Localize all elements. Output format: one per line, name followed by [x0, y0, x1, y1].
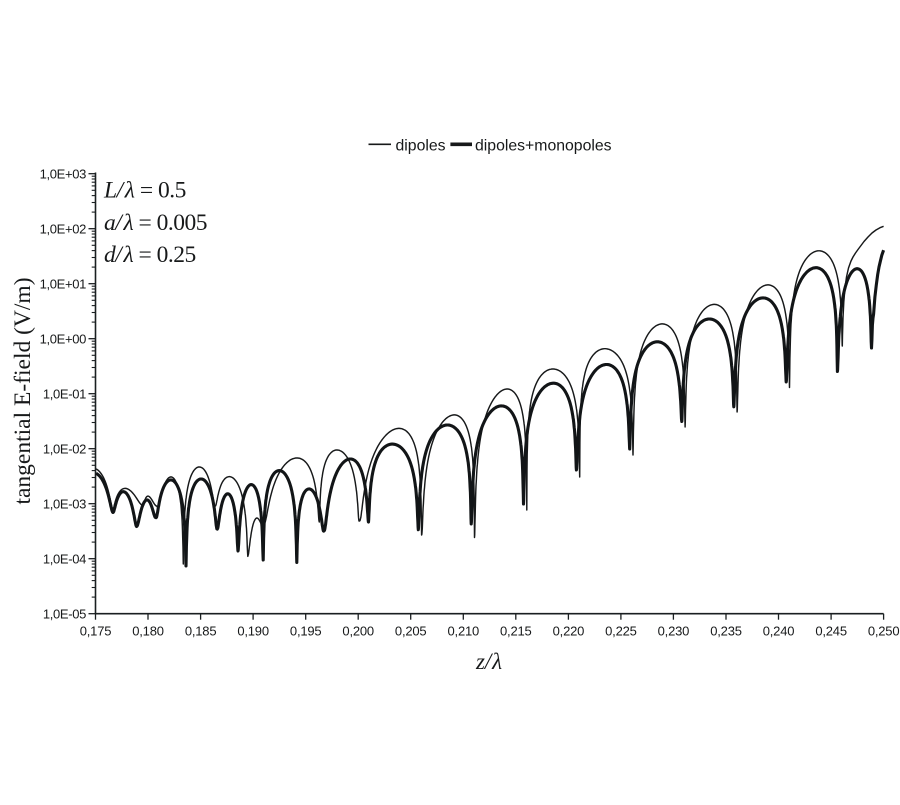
svg-text:0,220: 0,220	[553, 624, 585, 639]
svg-text:1,0E+01: 1,0E+01	[40, 276, 86, 291]
svg-text:0,210: 0,210	[448, 624, 480, 639]
svg-text:1,0E-03: 1,0E-03	[43, 496, 86, 511]
svg-text:0,190: 0,190	[237, 624, 269, 639]
svg-text:L/λ = 0.5: L/λ = 0.5	[103, 178, 186, 204]
svg-text:dipoles+monopoles: dipoles+monopoles	[475, 138, 612, 155]
svg-text:tangential E-field (V/m): tangential E-field (V/m)	[10, 277, 36, 504]
svg-text:0,215: 0,215	[500, 624, 532, 639]
svg-text:1,0E+00: 1,0E+00	[40, 331, 86, 346]
svg-text:dipoles: dipoles	[396, 138, 446, 155]
svg-text:0,225: 0,225	[605, 624, 637, 639]
svg-text:1,0E-01: 1,0E-01	[43, 386, 86, 401]
svg-text:0,250: 0,250	[868, 624, 900, 639]
svg-text:0,185: 0,185	[185, 624, 217, 639]
svg-text:0,205: 0,205	[395, 624, 427, 639]
svg-text:0,230: 0,230	[658, 624, 690, 639]
svg-text:0,180: 0,180	[132, 624, 164, 639]
svg-text:0,200: 0,200	[342, 624, 374, 639]
svg-text:1,0E+02: 1,0E+02	[40, 221, 86, 236]
svg-text:1,0E-04: 1,0E-04	[43, 551, 86, 566]
svg-text:0,235: 0,235	[710, 624, 742, 639]
svg-text:d/λ = 0.25: d/λ = 0.25	[104, 242, 196, 268]
svg-text:a/λ = 0.005: a/λ = 0.005	[104, 210, 207, 236]
svg-text:1,0E+03: 1,0E+03	[40, 166, 86, 181]
svg-text:0,195: 0,195	[290, 624, 322, 639]
svg-text:1,0E-05: 1,0E-05	[43, 606, 86, 621]
svg-text:z/λ: z/λ	[475, 649, 502, 674]
svg-text:1,0E-02: 1,0E-02	[43, 441, 86, 456]
svg-text:0,240: 0,240	[763, 624, 795, 639]
svg-text:0,175: 0,175	[80, 624, 112, 639]
svg-text:0,245: 0,245	[815, 624, 847, 639]
